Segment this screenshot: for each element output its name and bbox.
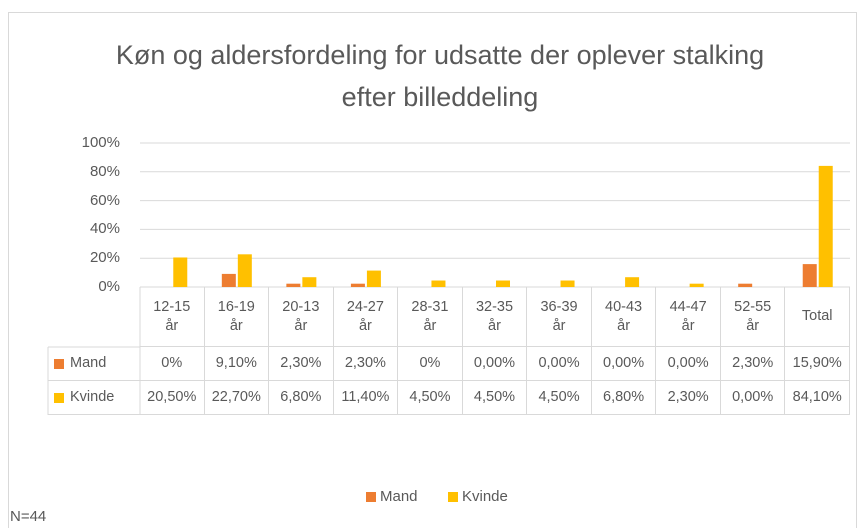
- data-table-value: 6,80%: [269, 381, 334, 415]
- y-tick-label: 40%: [89, 220, 120, 238]
- data-table-value: 0,00%: [527, 347, 592, 381]
- y-tick-label: 20%: [89, 249, 120, 267]
- bar: [496, 280, 510, 287]
- y-tick-label: 60%: [89, 191, 120, 209]
- data-table-value: 6,80%: [591, 381, 657, 415]
- data-table-value: 0%: [398, 347, 463, 381]
- legend-key: [448, 492, 458, 502]
- category-label: 28-31 år: [398, 287, 463, 347]
- bar: [802, 264, 817, 287]
- table-legend-key: [54, 359, 64, 369]
- bar: [560, 280, 575, 287]
- y-tick-label: 100%: [81, 134, 120, 151]
- data-table-value: 4,50%: [398, 381, 463, 415]
- data-table-value: 2,30%: [656, 381, 721, 415]
- category-label: 52-55 år: [720, 287, 786, 347]
- bar: [350, 283, 365, 287]
- category-label: 40-43 år: [591, 287, 657, 347]
- data-table-value: 84,10%: [785, 381, 850, 415]
- category-label: 16-19 år: [204, 287, 270, 347]
- data-table-value: 0,00%: [462, 347, 528, 381]
- data-table-value: 22,70%: [204, 381, 270, 415]
- category-label: 12-15 år: [140, 287, 205, 347]
- y-tick-label: 0%: [98, 278, 120, 295]
- category-label: 36-39 år: [527, 287, 592, 347]
- bar: [818, 165, 833, 287]
- legend-label: Kvinde: [462, 488, 508, 505]
- data-table-value: 4,50%: [527, 381, 592, 415]
- bar: [431, 280, 446, 287]
- data-table-value: 20,50%: [140, 381, 205, 415]
- bar: [738, 283, 753, 287]
- bar: [302, 277, 317, 287]
- category-label: Total: [785, 287, 850, 347]
- category-label: 20-13 år: [269, 287, 334, 347]
- bar: [286, 283, 301, 287]
- data-table-value: 2,30%: [720, 347, 786, 381]
- legend-label: Mand: [380, 488, 418, 505]
- data-table-value: 0,00%: [656, 347, 721, 381]
- data-table-value: 0%: [140, 347, 205, 381]
- chart-title: Køn og aldersfordeling for udsatte der o…: [115, 40, 765, 112]
- category-label: 44-47 år: [656, 287, 721, 347]
- annotation: N=44: [10, 508, 47, 525]
- bar: [237, 254, 252, 287]
- bar: [173, 257, 188, 287]
- category-label: 24-27 år: [333, 287, 399, 347]
- data-table-value: 11,40%: [333, 381, 399, 415]
- data-table-value: 2,30%: [333, 347, 399, 381]
- table-row-header: Kvinde: [48, 381, 140, 415]
- chart-border: [8, 12, 857, 528]
- data-table-value: 4,50%: [462, 381, 528, 415]
- bar: [221, 273, 236, 287]
- bar: [689, 283, 704, 287]
- data-table-value: 0,00%: [591, 347, 657, 381]
- bar: [625, 277, 640, 287]
- data-table-value: 0,00%: [720, 381, 786, 415]
- data-table-value: 15,90%: [785, 347, 850, 381]
- table-row-header: Mand: [48, 347, 140, 381]
- table-legend-key: [54, 393, 64, 403]
- data-table-value: 9,10%: [204, 347, 270, 381]
- data-table-value: 2,30%: [269, 347, 334, 381]
- bar: [366, 270, 381, 287]
- legend-key: [366, 492, 376, 502]
- category-label: 32-35 år: [462, 287, 528, 347]
- y-tick-label: 80%: [89, 162, 120, 180]
